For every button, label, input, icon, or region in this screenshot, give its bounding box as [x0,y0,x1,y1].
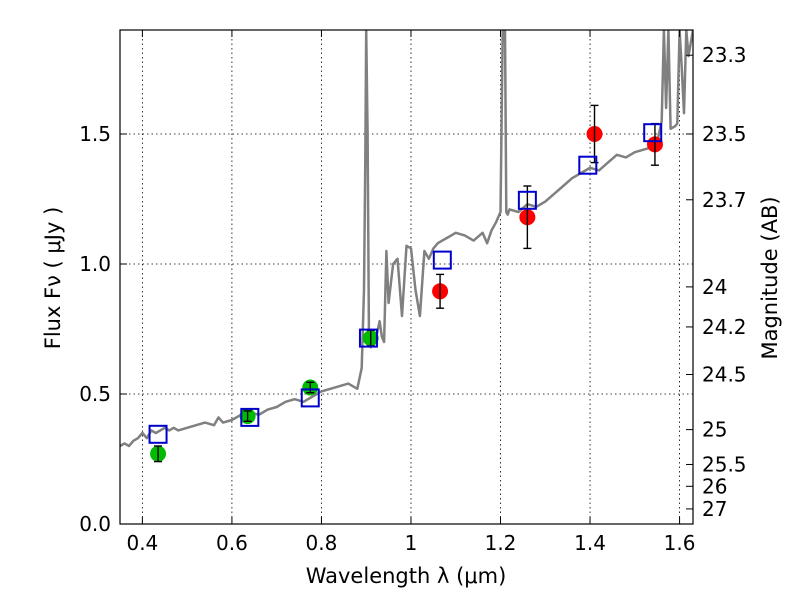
y-tick-label: 1.0 [79,252,111,276]
right-tick-label: 23.5 [702,122,747,146]
right-tick-label: 26 [702,474,727,498]
x-tick-label: 0.6 [216,531,248,555]
x-tick-label: 1 [405,531,418,555]
data-markers [148,104,663,463]
x-tick-label: 1.4 [574,531,606,555]
model-photometry-square [358,328,378,348]
y-tick-label: 0.0 [79,512,111,536]
model-photometry-square [300,388,320,408]
right-tick-label: 24 [702,275,727,299]
right-tick-label: 27 [702,497,727,521]
model-photometry-square [643,123,663,143]
y-axis-label: Flux Fν ( μJy ) [41,207,65,350]
spectrum-line [120,30,693,448]
right-tick-label: 24.2 [702,315,747,339]
y-tick-label: 0.5 [79,382,111,406]
model-photometry-square [240,407,260,427]
right-tick-label: 23.7 [702,188,747,212]
right-tick-label: 23.3 [702,43,747,67]
model-photometry-square [578,155,598,175]
x-tick-label: 0.8 [306,531,338,555]
x-tick-label: 1.2 [485,531,517,555]
x-tick-label: 0.4 [126,531,158,555]
model-spectrum [120,30,693,448]
model-photometry-square [148,424,168,444]
plot-frame [119,29,694,525]
right-tick-label: 25 [702,418,727,442]
x-axis-label: Wavelength λ (μm) [306,564,507,588]
right-tick-label: 25.5 [702,452,747,476]
grid-lines [120,30,693,525]
right-axis-label: Magnitude (AB) [758,196,782,359]
axis-ticks: 0.4 0.6 0.8 1 1.2 1.4 1.6 0.0 0.5 1.0 1.5 23.3 23.5 2… [79,30,747,555]
right-tick-label: 24.5 [702,363,747,387]
model-photometry-square [517,190,537,210]
y-tick-label: 1.5 [79,122,111,146]
x-tick-label: 1.6 [664,531,696,555]
model-photometry-square [432,250,452,270]
